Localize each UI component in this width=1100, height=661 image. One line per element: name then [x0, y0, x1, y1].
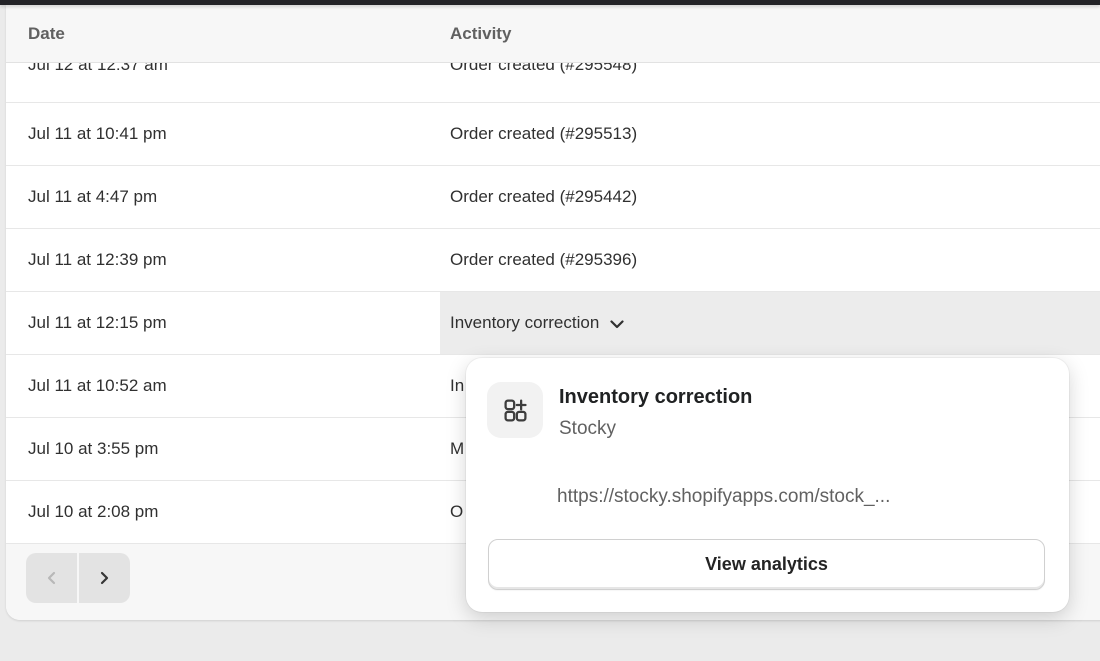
pagination — [26, 553, 130, 603]
activity-cell[interactable]: O — [450, 502, 464, 521]
previous-page-button[interactable] — [26, 553, 77, 603]
popover-titles: Inventory correction Stocky — [559, 382, 752, 440]
activity-cell[interactable]: Order created (#295396) — [450, 250, 638, 269]
table-row: Jul 11 at 12:15 pm Inventory correction — [6, 292, 1100, 355]
table-body: Jul 12 at 12:37 am Order created (#29554… — [6, 63, 1100, 544]
activity-cell[interactable]: Order created (#295548) — [450, 63, 638, 74]
activity-cell[interactable]: Order created (#295442) — [450, 187, 638, 206]
view-analytics-button[interactable]: View analytics — [488, 539, 1045, 590]
chevron-right-icon — [98, 570, 111, 586]
column-header-date: Date — [28, 24, 65, 43]
column-header-activity: Activity — [450, 24, 512, 43]
popover-app-name: Stocky — [559, 418, 617, 439]
top-divider — [0, 0, 1100, 5]
apps-plus-icon — [487, 382, 543, 438]
popover-url: https://stocky.shopifyapps.com/stock_... — [557, 486, 891, 507]
popover-header: Inventory correction Stocky — [466, 358, 1069, 440]
date-cell: Jul 11 at 12:15 pm — [28, 313, 167, 332]
activity-cell[interactable]: In — [450, 376, 465, 395]
activity-cell[interactable]: Order created (#295513) — [450, 124, 638, 143]
date-cell: Jul 11 at 10:52 am — [28, 376, 167, 395]
date-cell: Jul 11 at 4:47 pm — [28, 187, 158, 206]
activity-cell-expanded: Inventory correction — [440, 292, 1100, 354]
date-cell: Jul 10 at 3:55 pm — [28, 439, 159, 458]
date-cell: Jul 10 at 2:08 pm — [28, 502, 159, 521]
table-row: Jul 11 at 12:39 pm Order created (#29539… — [6, 229, 1100, 292]
table-row: Jul 12 at 12:37 am Order created (#29554… — [6, 63, 1100, 103]
table-row: Jul 11 at 10:41 pm Order created (#29551… — [6, 103, 1100, 166]
popover-title: Inventory correction — [559, 386, 753, 408]
table-row: Jul 11 at 4:47 pm Order created (#295442… — [6, 166, 1100, 229]
activity-label: Inventory correction — [450, 313, 600, 332]
chevron-left-icon — [45, 570, 58, 586]
table-header: Date Activity — [6, 5, 1100, 63]
date-cell: Jul 11 at 12:39 pm — [28, 250, 167, 269]
next-page-button[interactable] — [79, 553, 130, 603]
chevron-down-icon — [610, 320, 624, 329]
date-cell: Jul 11 at 10:41 pm — [28, 124, 167, 143]
activity-cell[interactable]: M — [450, 439, 465, 458]
date-cell: Jul 12 at 12:37 am — [28, 63, 168, 74]
app-details-popover: Inventory correction Stocky https://stoc… — [466, 358, 1069, 612]
activity-disclosure-button[interactable]: Inventory correction — [450, 292, 624, 354]
